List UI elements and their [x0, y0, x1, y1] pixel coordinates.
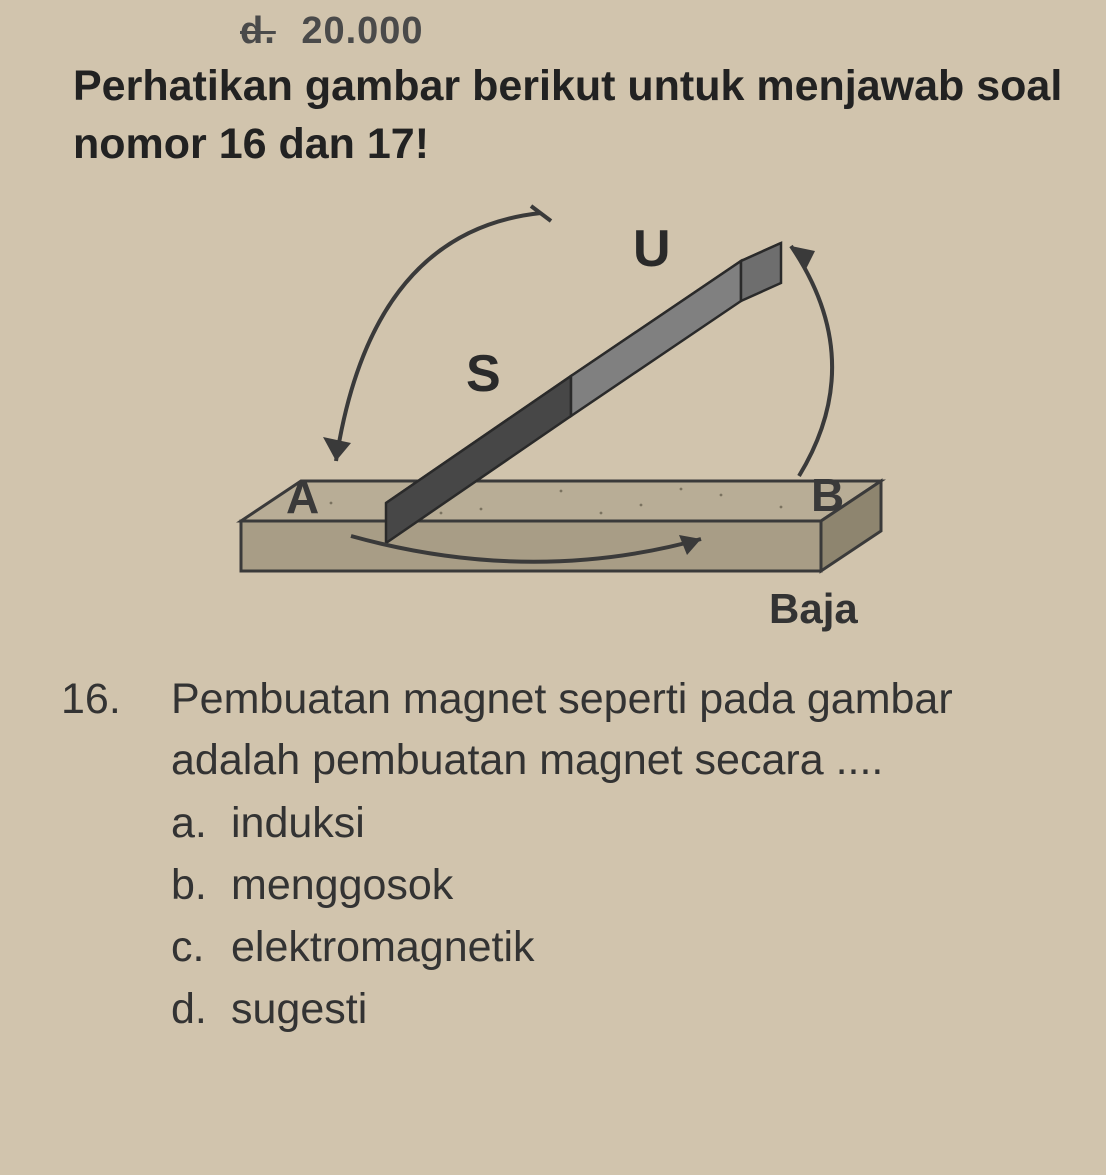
- magnet-end-face: [741, 243, 781, 301]
- option-a: a. induksi: [171, 793, 1066, 855]
- label-S: S: [466, 345, 501, 403]
- label-A: A: [286, 471, 319, 523]
- option-text: elektromagnetik: [231, 917, 535, 979]
- option-b: b. menggosok: [171, 855, 1066, 917]
- options-list: a. induksi b. menggosok c. elektromagnet…: [171, 793, 1066, 1041]
- label-B: B: [811, 469, 844, 521]
- base-top-face: [241, 481, 881, 521]
- option-text: sugesti: [231, 979, 367, 1041]
- option-letter: c.: [171, 917, 231, 979]
- option-letter: d.: [171, 979, 231, 1041]
- question-stem: Pembuatan magnet seperti pada gambar ada…: [171, 669, 1066, 791]
- base-slab: [241, 481, 881, 571]
- prev-option-value: 20.000: [301, 10, 423, 52]
- page: d. 20.000 Perhatikan gambar berikut untu…: [0, 0, 1106, 1175]
- magnet-rubbing-diagram: U S A B Baja: [181, 191, 941, 651]
- prev-option-fragment: d. 20.000: [240, 10, 1066, 53]
- option-letter: b.: [171, 855, 231, 917]
- question-number: 16.: [55, 669, 171, 1041]
- label-caption: Baja: [769, 585, 858, 632]
- option-text: menggosok: [231, 855, 453, 917]
- diagram-container: U S A B Baja: [55, 191, 1066, 651]
- label-U: U: [633, 220, 671, 278]
- option-letter: a.: [171, 793, 231, 855]
- option-c: c. elektromagnetik: [171, 917, 1066, 979]
- option-text: induksi: [231, 793, 365, 855]
- question-16: 16. Pembuatan magnet seperti pada gambar…: [55, 669, 1066, 1041]
- option-d: d. sugesti: [171, 979, 1066, 1041]
- instruction-text: Perhatikan gambar berikut untuk menjawab…: [73, 57, 1066, 173]
- prev-option-letter: d.: [240, 10, 276, 52]
- right-arc-arrow: [791, 246, 832, 476]
- magnet-light-front: [571, 261, 741, 416]
